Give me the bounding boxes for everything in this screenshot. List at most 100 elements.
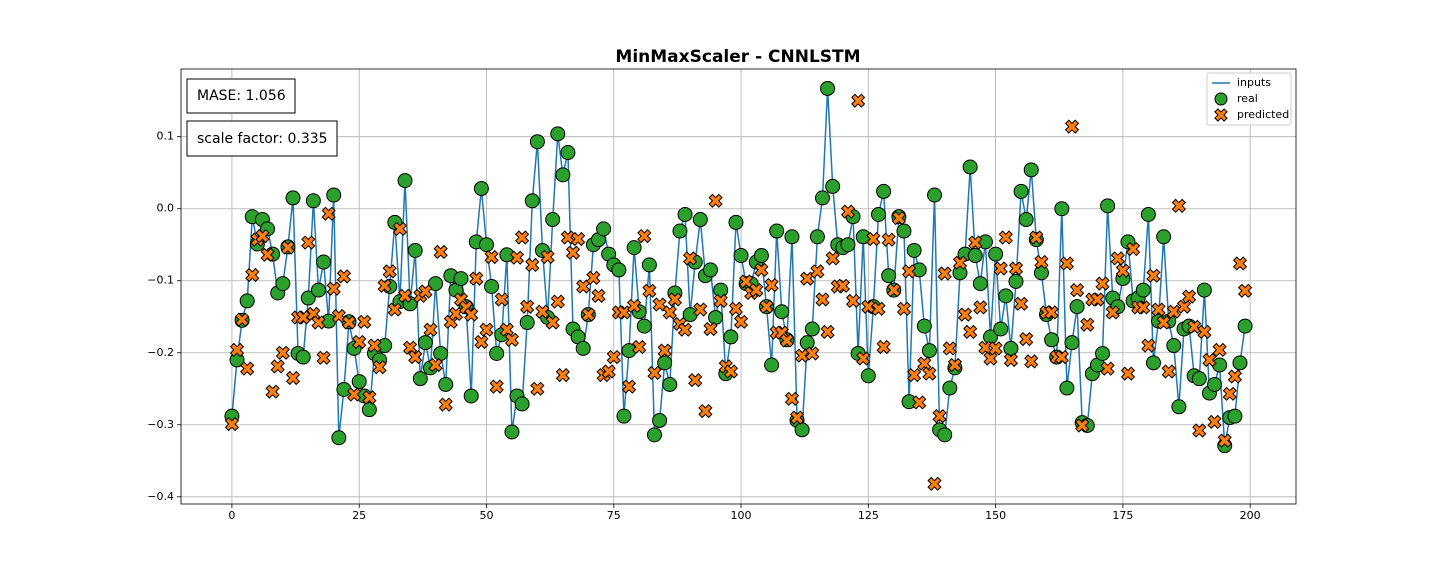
- real-point: [1227, 408, 1243, 424]
- predicted-point: [1013, 296, 1029, 311]
- real-point: [239, 293, 255, 309]
- real-point: [489, 345, 505, 361]
- predicted-point: [240, 361, 255, 376]
- real-point: [820, 80, 836, 96]
- predicted-point: [311, 315, 326, 330]
- predicted-point: [881, 232, 896, 247]
- real-point: [1140, 206, 1156, 222]
- predicted-point: [1166, 304, 1181, 319]
- predicted-point: [1080, 317, 1095, 332]
- real-point: [702, 262, 718, 278]
- real-point: [840, 237, 856, 253]
- real-point: [906, 242, 922, 258]
- real-point: [305, 193, 321, 209]
- predicted-point: [1115, 263, 1131, 278]
- predicted-point: [637, 228, 652, 244]
- real-point: [1166, 338, 1182, 354]
- legend-label: inputs: [1237, 76, 1271, 89]
- real-point: [1156, 229, 1172, 245]
- predicted-point: [759, 299, 774, 314]
- predicted-point: [876, 339, 891, 355]
- real-point: [860, 368, 876, 384]
- real-point: [616, 408, 632, 424]
- real-point: [310, 282, 326, 298]
- real-point: [326, 187, 342, 203]
- predicted-point: [540, 249, 555, 265]
- predicted-point: [682, 251, 698, 266]
- predicted-point: [560, 230, 576, 245]
- predicted-point: [891, 210, 907, 226]
- predicted-point: [316, 350, 331, 365]
- predicted-point: [662, 305, 677, 320]
- predicted-point: [713, 293, 728, 309]
- real-point: [753, 248, 769, 264]
- predicted-point: [346, 387, 362, 402]
- real-point: [1135, 282, 1151, 298]
- predicted-point: [825, 251, 840, 266]
- predicted-point: [245, 267, 260, 283]
- predicted-point: [861, 299, 876, 314]
- chart-title: MinMaxScaler - CNNLSTM: [615, 47, 860, 67]
- real-point: [1069, 299, 1085, 315]
- predicted-point: [840, 204, 856, 219]
- real-point: [692, 212, 708, 228]
- predicted-point: [1212, 342, 1227, 358]
- annotation-box: [186, 78, 296, 114]
- predicted-point: [810, 264, 825, 279]
- real-point: [275, 276, 291, 292]
- real-point: [433, 345, 449, 361]
- predicted-point: [1044, 305, 1059, 320]
- predicted-point: [723, 364, 739, 379]
- real-point: [927, 187, 943, 203]
- predicted-point: [550, 294, 565, 309]
- real-point: [962, 159, 978, 175]
- predicted-point: [968, 235, 983, 250]
- predicted-point: [1202, 352, 1217, 368]
- predicted-point: [489, 379, 504, 394]
- predicted-point: [657, 343, 672, 358]
- y-tick-label: 0.0: [157, 202, 175, 215]
- predicted-point: [1197, 324, 1212, 340]
- x-tick-label: 150: [985, 509, 1006, 522]
- predicted-point: [372, 360, 387, 375]
- real-point: [672, 223, 688, 239]
- real-point: [453, 271, 469, 287]
- real-point: [560, 145, 576, 161]
- legend-label: predicted: [1237, 108, 1289, 121]
- predicted-point: [922, 366, 937, 381]
- real-point: [921, 343, 937, 359]
- real-point: [529, 134, 545, 150]
- real-point: [708, 309, 724, 325]
- predicted-point: [545, 315, 560, 330]
- predicted-point: [606, 349, 621, 365]
- predicted-point: [275, 345, 290, 360]
- real-point: [463, 388, 479, 404]
- predicted-point: [789, 410, 805, 425]
- predicted-point: [326, 281, 341, 296]
- predicted-point: [794, 348, 810, 363]
- real-point: [484, 279, 500, 294]
- predicted-point: [626, 298, 642, 314]
- predicted-point: [1059, 256, 1075, 271]
- real-point: [799, 335, 815, 351]
- predicted-point: [800, 271, 815, 286]
- real-point: [896, 223, 912, 239]
- real-point: [1145, 355, 1161, 371]
- predicted-point: [565, 245, 581, 260]
- real-point: [1064, 335, 1080, 351]
- predicted-point: [1232, 256, 1248, 271]
- predicted-point: [296, 310, 311, 325]
- predicted-point: [1136, 300, 1151, 315]
- x-tick-label: 175: [1112, 509, 1133, 522]
- real-point: [1023, 162, 1039, 178]
- real-point: [825, 178, 841, 194]
- real-point: [524, 193, 540, 209]
- real-point: [504, 424, 520, 440]
- predicted-point: [886, 282, 901, 298]
- real-point: [641, 257, 657, 273]
- predicted-point: [749, 282, 764, 298]
- predicted-point: [525, 257, 540, 273]
- predicted-point: [647, 365, 662, 381]
- real-point: [967, 248, 983, 264]
- predicted-point: [229, 342, 245, 358]
